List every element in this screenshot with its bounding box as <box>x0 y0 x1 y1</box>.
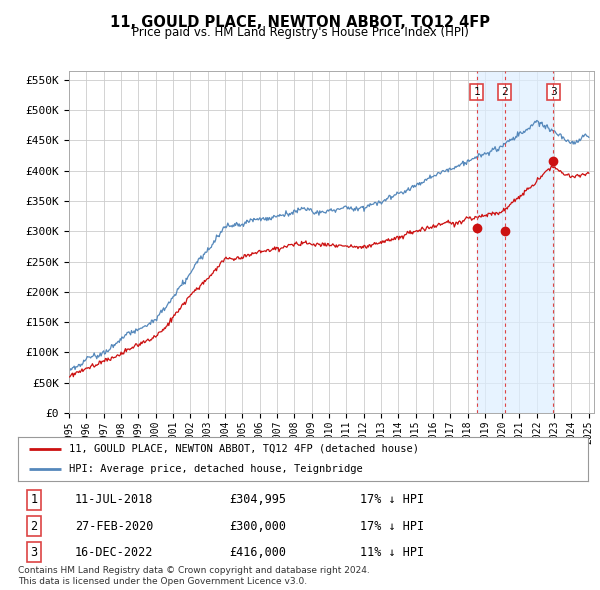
Text: 3: 3 <box>550 87 557 97</box>
Text: 3: 3 <box>31 546 38 559</box>
Text: 11-JUL-2018: 11-JUL-2018 <box>75 493 154 506</box>
Text: HPI: Average price, detached house, Teignbridge: HPI: Average price, detached house, Teig… <box>70 464 363 474</box>
Text: Contains HM Land Registry data © Crown copyright and database right 2024.
This d: Contains HM Land Registry data © Crown c… <box>18 566 370 586</box>
Text: 17% ↓ HPI: 17% ↓ HPI <box>360 493 424 506</box>
Text: 11, GOULD PLACE, NEWTON ABBOT, TQ12 4FP: 11, GOULD PLACE, NEWTON ABBOT, TQ12 4FP <box>110 15 490 30</box>
Text: 11% ↓ HPI: 11% ↓ HPI <box>360 546 424 559</box>
Text: 2: 2 <box>31 520 38 533</box>
Text: £416,000: £416,000 <box>229 546 286 559</box>
Text: 1: 1 <box>31 493 38 506</box>
Text: 27-FEB-2020: 27-FEB-2020 <box>75 520 154 533</box>
Text: £304,995: £304,995 <box>229 493 286 506</box>
Text: £300,000: £300,000 <box>229 520 286 533</box>
Text: 17% ↓ HPI: 17% ↓ HPI <box>360 520 424 533</box>
Text: 11, GOULD PLACE, NEWTON ABBOT, TQ12 4FP (detached house): 11, GOULD PLACE, NEWTON ABBOT, TQ12 4FP … <box>70 444 419 454</box>
Text: Price paid vs. HM Land Registry's House Price Index (HPI): Price paid vs. HM Land Registry's House … <box>131 26 469 39</box>
Text: 16-DEC-2022: 16-DEC-2022 <box>75 546 154 559</box>
Bar <box>476 71 553 413</box>
Text: 1: 1 <box>473 87 480 97</box>
Text: 2: 2 <box>502 87 508 97</box>
